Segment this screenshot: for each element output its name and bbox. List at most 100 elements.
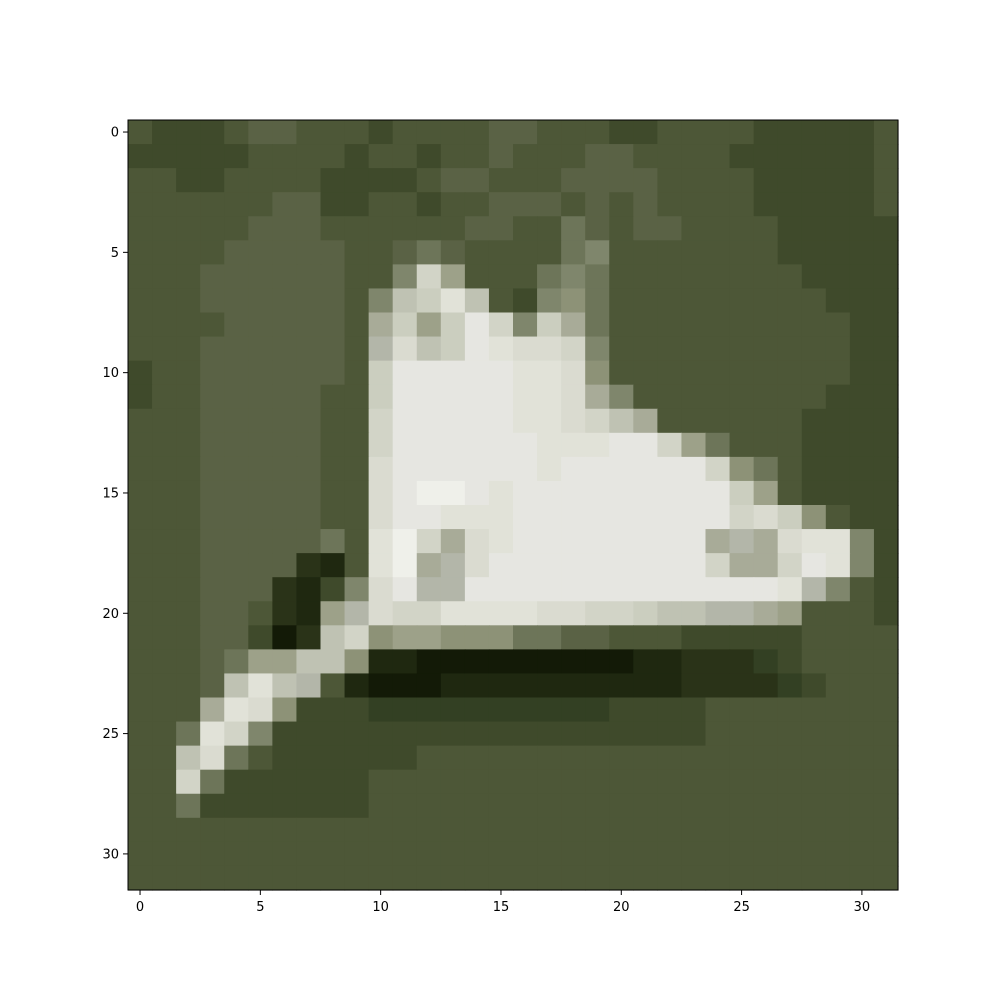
pixel xyxy=(368,144,394,169)
pixel xyxy=(849,192,875,217)
pixel xyxy=(152,601,177,626)
pixel xyxy=(344,216,370,241)
pixel xyxy=(585,384,610,410)
pixel xyxy=(777,408,803,434)
pixel xyxy=(128,264,153,290)
pixel xyxy=(753,264,779,290)
pixel xyxy=(392,529,418,554)
pixel xyxy=(200,649,225,675)
pixel xyxy=(200,697,225,723)
pixel xyxy=(801,577,827,602)
pixel xyxy=(849,120,875,145)
pixel xyxy=(272,240,298,265)
pixel xyxy=(657,144,683,169)
pixel xyxy=(609,745,634,771)
pixel xyxy=(873,697,899,723)
pixel xyxy=(657,216,683,241)
pixel xyxy=(296,865,322,891)
pixel xyxy=(705,841,731,867)
pixel xyxy=(849,312,875,338)
pixel xyxy=(705,168,731,193)
pixel xyxy=(176,673,201,699)
pixel xyxy=(561,865,586,891)
pixel xyxy=(801,288,827,314)
pixel xyxy=(753,456,779,482)
pixel xyxy=(513,553,538,578)
pixel xyxy=(296,817,322,843)
pixel xyxy=(561,721,586,747)
pixel xyxy=(753,817,779,843)
pixel xyxy=(176,432,201,458)
pixel xyxy=(152,288,177,314)
pixel xyxy=(320,360,346,386)
pixel xyxy=(176,649,201,675)
pixel xyxy=(825,865,851,891)
pixel xyxy=(801,384,827,410)
pixel xyxy=(681,721,707,747)
pixel xyxy=(777,120,803,145)
pixel xyxy=(633,673,658,699)
pixel xyxy=(585,769,610,795)
pixel xyxy=(488,456,514,482)
pixel xyxy=(464,673,490,699)
pixel xyxy=(152,721,177,747)
pixel xyxy=(825,408,851,434)
pixel xyxy=(585,240,610,265)
pixel xyxy=(513,817,538,843)
pixel xyxy=(753,168,779,193)
pixel xyxy=(296,721,322,747)
pixel xyxy=(873,432,899,458)
pixel xyxy=(585,601,610,626)
pixel xyxy=(248,216,273,241)
pixel xyxy=(368,649,394,675)
pixel xyxy=(152,793,177,819)
pixel xyxy=(561,456,586,482)
pixel xyxy=(561,769,586,795)
pixel xyxy=(537,529,562,554)
pixel xyxy=(681,408,707,434)
pixel xyxy=(633,192,658,217)
pixel xyxy=(128,625,153,650)
pixel xyxy=(176,865,201,891)
pixel xyxy=(296,673,322,699)
pixel xyxy=(296,553,322,578)
pixel xyxy=(609,288,634,314)
pixel xyxy=(609,360,634,386)
pixel xyxy=(128,577,153,602)
pixel xyxy=(440,553,466,578)
pixel xyxy=(801,721,827,747)
pixel xyxy=(825,288,851,314)
pixel xyxy=(440,577,466,602)
pixel xyxy=(801,649,827,675)
pixel xyxy=(681,312,707,338)
pixel xyxy=(440,865,466,891)
pixel xyxy=(801,865,827,891)
pixel xyxy=(705,192,731,217)
pixel xyxy=(368,120,394,145)
pixel xyxy=(609,480,634,506)
pixel xyxy=(561,625,586,650)
pixel xyxy=(320,601,346,626)
pixel xyxy=(633,168,658,193)
pixel xyxy=(440,745,466,771)
pixel xyxy=(224,697,249,723)
pixel xyxy=(561,432,586,458)
pixel xyxy=(873,625,899,650)
pixel xyxy=(633,529,658,554)
pixel xyxy=(224,240,249,265)
pixel xyxy=(753,408,779,434)
pixel xyxy=(513,336,538,362)
pixel xyxy=(272,721,298,747)
pixel xyxy=(561,144,586,169)
pixel xyxy=(537,120,562,145)
pixel xyxy=(585,553,610,578)
pixel xyxy=(633,793,658,819)
pixel xyxy=(416,192,442,217)
pixel xyxy=(753,336,779,362)
pixel xyxy=(200,745,225,771)
pixel xyxy=(633,312,658,338)
pixel xyxy=(416,505,442,530)
pixel xyxy=(537,168,562,193)
pixel xyxy=(464,697,490,723)
pixel xyxy=(753,240,779,265)
